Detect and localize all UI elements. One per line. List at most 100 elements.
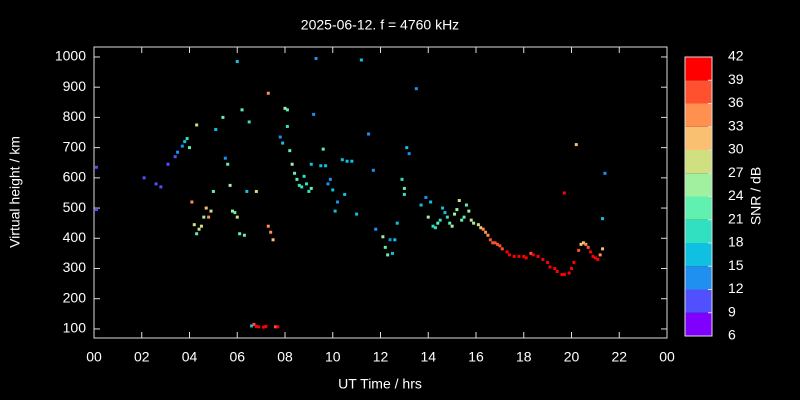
colorbar-band [685,80,712,104]
point [405,146,409,150]
point [522,254,526,258]
x-tick-label: 18 [516,349,532,365]
colorbar-band [685,173,712,197]
point [326,182,330,186]
point [467,209,471,213]
y-tick-label: 500 [63,199,87,215]
point [228,183,232,187]
point [321,147,325,151]
x-tick-label: 14 [420,349,436,365]
colorbar-label: SNR / dB [748,167,764,225]
point [472,221,476,225]
y-tick-label: 700 [63,138,87,154]
y-axis-label: Virtual height / km [7,136,23,248]
point [300,185,304,189]
point [285,108,289,112]
point [524,256,528,260]
point [202,215,206,219]
point [584,242,588,246]
point [438,218,442,222]
point [479,226,483,230]
point [312,112,316,116]
y-tick-label: 900 [63,78,87,94]
point [252,322,256,326]
point [226,162,230,166]
point [154,182,158,186]
point [570,266,573,270]
y-tick-label: 1000 [55,48,86,64]
point [197,227,201,231]
point [464,203,468,207]
point [493,241,497,245]
colorbar-tick-label: 15 [728,257,744,273]
point [402,192,406,196]
x-tick-label: 08 [277,349,293,365]
colorbar-band [685,196,712,220]
point [350,159,354,163]
point [331,188,335,192]
x-tick-label: 00 [659,349,675,365]
point [400,177,404,181]
point [395,221,399,225]
point [309,186,313,190]
y-tick-label: 600 [63,169,87,185]
point [548,265,552,269]
point [319,164,323,168]
point [190,200,194,204]
point [581,241,585,245]
point [574,143,578,147]
point [285,124,289,128]
point [414,87,418,91]
point [381,235,385,239]
point [242,233,246,237]
point [426,215,430,219]
point [445,215,449,219]
point [207,215,211,219]
point [407,152,411,156]
point [393,238,397,242]
point [507,253,511,257]
colorbar-tick-label: 42 [728,48,744,64]
colorbar-tick-label: 24 [728,187,744,203]
colorbar-tick-label: 21 [728,210,744,226]
point [462,215,466,219]
point [233,211,237,215]
point [429,200,433,204]
point [367,132,371,136]
x-tick-label: 04 [182,349,198,365]
point [555,270,559,274]
point [560,273,564,277]
colorbar-tick-label: 39 [728,71,744,87]
point [386,253,390,257]
point [500,247,504,251]
colorbar-tick-label: 30 [728,141,744,157]
x-tick-label: 12 [373,349,389,365]
point [309,162,313,166]
point [238,232,242,236]
point [505,250,509,254]
point [254,189,258,193]
point [586,245,590,249]
colorbar-band [685,150,712,174]
point [457,199,461,203]
point [271,238,275,242]
point [293,171,297,175]
point [247,120,251,124]
point [302,174,306,178]
point [328,177,332,181]
point [336,200,340,204]
colorbar-band [685,103,712,127]
point [245,189,249,193]
x-tick-label: 02 [134,349,150,365]
point [598,253,602,257]
point [562,273,566,277]
point [195,232,199,236]
point [324,164,328,168]
point [266,91,270,95]
colorbar-band [685,57,712,81]
colorbar-band [685,219,712,243]
x-tick-label: 22 [611,349,627,365]
point [273,325,277,329]
point [453,212,457,216]
point [257,325,261,329]
